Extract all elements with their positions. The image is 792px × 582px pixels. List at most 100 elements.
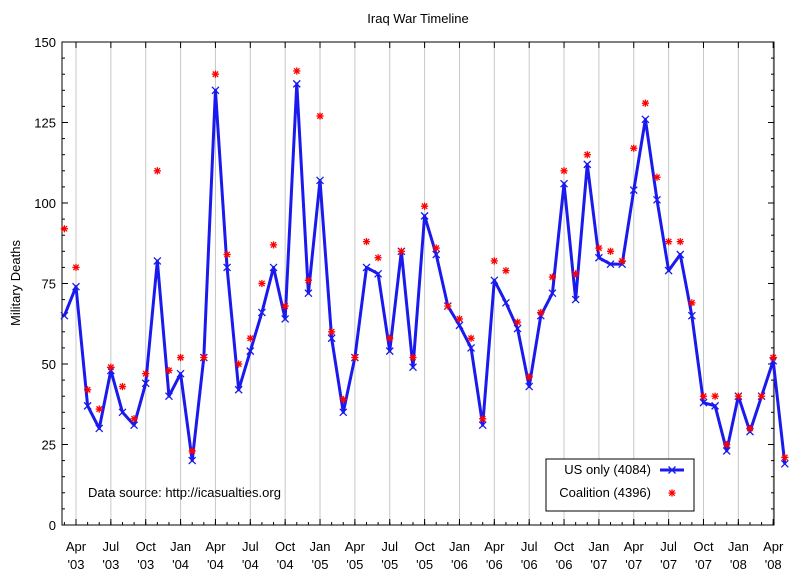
marker-stroke — [560, 179, 568, 188]
x-tick-label-year: '03 — [102, 557, 119, 572]
coalition-point — [176, 353, 185, 362]
marker-stroke — [780, 459, 789, 468]
coalition-point — [362, 238, 371, 246]
coalition-point — [444, 302, 452, 310]
x-tick-label-month: Apr — [624, 539, 645, 554]
x-tick-label-month: Oct — [414, 539, 435, 554]
marker-stroke — [665, 238, 672, 245]
coalition-point — [153, 167, 161, 175]
marker-stroke — [432, 250, 441, 259]
us-point — [141, 379, 150, 388]
us-point — [188, 456, 197, 465]
coalition-point — [618, 257, 626, 265]
x-tick-label-month: Jan — [449, 539, 470, 554]
us-point — [292, 79, 301, 88]
x-tick-label-month: Oct — [554, 539, 575, 554]
x-tick-label-year: '06 — [451, 557, 468, 572]
us-point — [653, 195, 661, 204]
marker-stroke — [363, 238, 370, 245]
marker-stroke — [385, 347, 394, 356]
marker-stroke — [420, 211, 429, 220]
marker-stroke — [467, 343, 476, 352]
x-tick-label-year: '07 — [590, 557, 607, 572]
x-tick-label-month: Jan — [728, 539, 749, 554]
y-tick-label: 0 — [49, 518, 56, 533]
x-tick-label-year: '05 — [312, 557, 329, 572]
x-tick-label-year: '05 — [346, 557, 363, 572]
coalition-point — [711, 392, 719, 400]
coalition-point — [676, 238, 684, 246]
marker-stroke — [687, 311, 696, 320]
coalition-point — [757, 392, 766, 400]
x-tick-label-month: Oct — [693, 539, 714, 554]
marker-stroke — [491, 257, 498, 265]
us-point — [455, 321, 464, 330]
coalition-point — [130, 415, 138, 423]
coalition-point — [304, 276, 312, 284]
marker-stroke — [130, 415, 138, 422]
marker-stroke — [339, 408, 348, 417]
marker-stroke — [200, 354, 207, 361]
marker-stroke — [153, 257, 162, 265]
marker-stroke — [502, 267, 510, 274]
x-tick-label-month: Apr — [345, 539, 366, 554]
marker-stroke — [235, 360, 242, 368]
y-axis: 0 25 50 75 100 125 150 — [34, 35, 774, 533]
us-point — [281, 314, 290, 323]
x-tick-label-year: '03 — [68, 557, 85, 572]
marker-stroke — [154, 167, 161, 174]
us-point — [490, 276, 499, 285]
marker-stroke — [479, 415, 486, 422]
us-point — [513, 324, 522, 333]
us-point — [95, 424, 104, 433]
marker-stroke — [282, 302, 289, 310]
marker-stroke — [467, 335, 475, 342]
x-tick-label-month: Jul — [660, 539, 677, 554]
us-point — [339, 408, 348, 417]
marker-stroke — [735, 393, 742, 400]
coalition-point — [548, 273, 557, 281]
x-tick-label-year: '04 — [242, 557, 259, 572]
marker-stroke — [292, 79, 301, 88]
coalition-point — [734, 392, 742, 400]
marker-stroke — [618, 257, 626, 265]
coalition-point — [455, 315, 464, 323]
us-point — [606, 260, 615, 269]
us-point — [420, 211, 429, 220]
marker-stroke — [421, 203, 428, 210]
x-tick-label-month: Jul — [103, 539, 120, 554]
marker-stroke — [293, 67, 300, 75]
us-point — [711, 401, 720, 410]
marker-stroke — [351, 354, 359, 361]
coalition-point — [409, 353, 417, 362]
marker-stroke — [513, 324, 522, 333]
coalition-point — [641, 99, 649, 107]
us-point — [234, 385, 243, 394]
data-source-note: Data source: http://icasualties.org — [88, 485, 281, 500]
marker-stroke — [668, 489, 676, 497]
marker-stroke — [96, 405, 103, 413]
marker-stroke — [362, 263, 371, 272]
legend-label-coalition: Coalition (4396) — [559, 485, 651, 500]
marker-stroke — [398, 248, 405, 255]
coalition-point — [200, 353, 208, 362]
marker-stroke — [653, 195, 661, 204]
us-point — [246, 347, 255, 356]
marker-stroke — [95, 424, 104, 433]
x-tick-label-month: Jul — [242, 539, 259, 554]
y-tick-label: 25 — [42, 438, 56, 453]
us-point — [629, 186, 638, 195]
marker-stroke — [188, 456, 197, 465]
coalition-point — [95, 405, 103, 413]
x-tick-label-year: '07 — [695, 557, 712, 572]
y-tick-label: 150 — [34, 35, 56, 50]
us-point — [211, 86, 220, 95]
marker-stroke — [118, 408, 127, 417]
marker-stroke — [668, 466, 676, 474]
x-tick-label-year: '04 — [277, 557, 294, 572]
x-tick-label-year: '06 — [556, 557, 573, 572]
coalition-point — [525, 373, 533, 381]
marker-stroke — [83, 401, 92, 410]
marker-stroke — [572, 270, 579, 277]
